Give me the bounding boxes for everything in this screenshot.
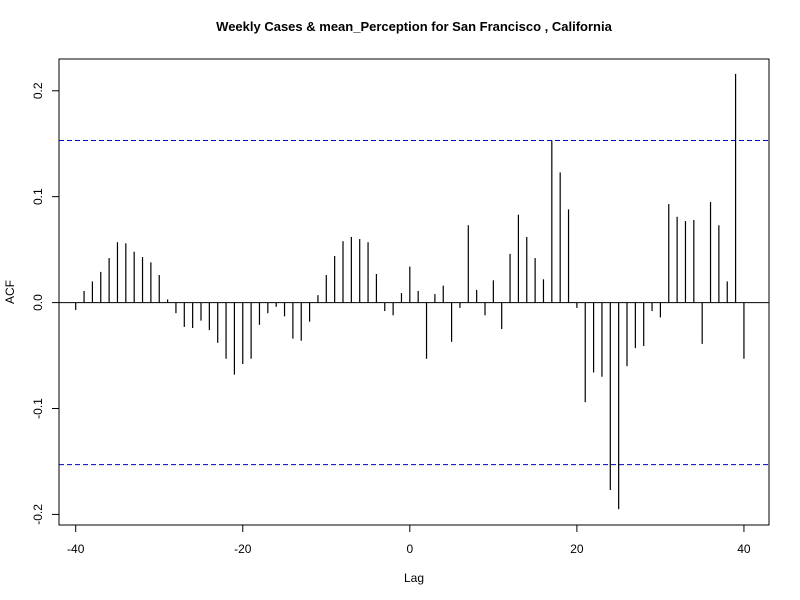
y-axis: -0.2 -0.1 0.0 0.1 0.2 — [31, 82, 60, 525]
x-tick-label: 0 — [406, 542, 413, 556]
y-tick-label: 0.1 — [31, 188, 45, 205]
plot-frame — [58, 58, 770, 526]
x-axis: -40 -20 0 20 40 — [67, 524, 751, 556]
y-tick-label: -0.2 — [31, 504, 45, 525]
x-tick-label: -40 — [67, 542, 85, 556]
x-tick-label: 40 — [737, 542, 751, 556]
chart-title: Weekly Cases & mean_Perception for San F… — [216, 19, 612, 34]
x-tick-label: 20 — [570, 542, 584, 556]
y-axis-label: ACF — [3, 280, 17, 304]
acf-bars — [75, 73, 745, 510]
x-axis-label: Lag — [404, 571, 424, 585]
y-tick-label: 0.2 — [31, 82, 45, 99]
y-tick-label: 0.0 — [31, 294, 45, 311]
y-tick-label: -0.1 — [31, 398, 45, 419]
x-tick-label: -20 — [234, 542, 252, 556]
